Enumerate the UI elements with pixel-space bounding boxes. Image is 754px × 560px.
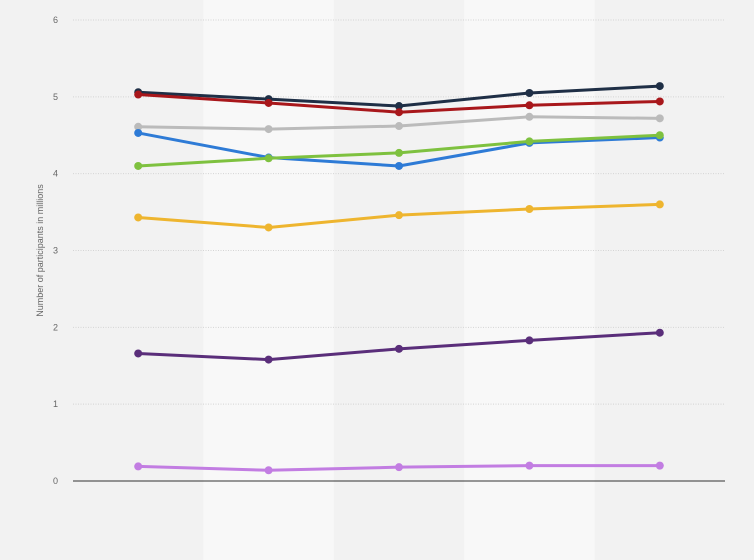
y-tick-label: 4 bbox=[53, 169, 58, 179]
data-point bbox=[134, 213, 143, 222]
data-point bbox=[655, 200, 664, 209]
data-point bbox=[395, 463, 403, 472]
data-point bbox=[395, 108, 403, 117]
data-point bbox=[525, 137, 534, 146]
data-point bbox=[525, 112, 534, 121]
y-tick-label: 0 bbox=[53, 476, 58, 486]
data-point bbox=[395, 148, 403, 157]
data-point bbox=[134, 462, 143, 471]
series-7 bbox=[134, 328, 664, 364]
series-6 bbox=[134, 200, 664, 232]
data-point bbox=[134, 128, 143, 137]
series-8 bbox=[134, 461, 664, 475]
data-point bbox=[655, 97, 664, 106]
y-tick-label: 1 bbox=[53, 399, 58, 409]
y-tick-label: 2 bbox=[53, 322, 58, 332]
data-point bbox=[264, 125, 273, 134]
data-point bbox=[264, 355, 273, 364]
data-point bbox=[655, 461, 664, 470]
data-point bbox=[134, 122, 143, 131]
data-point bbox=[264, 223, 273, 232]
y-tick-label: 3 bbox=[53, 246, 58, 256]
y-tick-labels: 0 1 2 3 4 5 6 bbox=[53, 15, 58, 486]
data-point bbox=[525, 205, 534, 214]
data-point bbox=[395, 102, 403, 111]
data-point bbox=[134, 161, 143, 170]
data-point bbox=[655, 328, 664, 337]
data-point bbox=[264, 98, 273, 107]
data-point bbox=[525, 101, 534, 110]
y-tick-label: 5 bbox=[53, 92, 58, 102]
data-point bbox=[395, 161, 403, 170]
data-point bbox=[395, 122, 403, 131]
data-point bbox=[264, 154, 273, 163]
series-3 bbox=[134, 112, 664, 134]
data-point bbox=[134, 90, 143, 99]
series-group bbox=[134, 82, 664, 475]
gridlines bbox=[73, 19, 725, 405]
data-point bbox=[395, 211, 403, 220]
series-5 bbox=[134, 131, 664, 170]
data-point bbox=[134, 349, 143, 358]
column-band bbox=[464, 0, 595, 560]
data-point bbox=[395, 344, 403, 353]
data-point bbox=[264, 466, 273, 475]
data-point bbox=[525, 88, 534, 97]
series-2 bbox=[134, 90, 664, 117]
y-axis-title: Number of participants in millions bbox=[35, 184, 45, 317]
data-point bbox=[525, 461, 534, 470]
column-band bbox=[203, 0, 334, 560]
data-point bbox=[655, 114, 664, 123]
data-point bbox=[655, 82, 664, 91]
data-point bbox=[655, 131, 664, 140]
data-point bbox=[525, 336, 534, 345]
y-tick-label: 6 bbox=[53, 15, 58, 25]
